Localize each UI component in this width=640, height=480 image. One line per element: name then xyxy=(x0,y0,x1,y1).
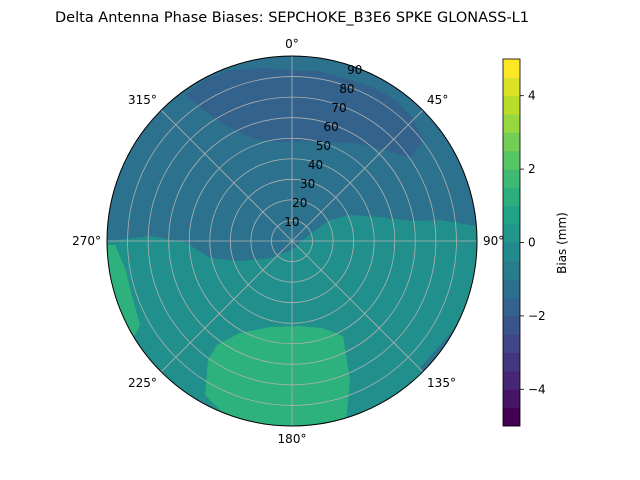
radial-label-10: 10 xyxy=(284,215,299,229)
angle-label-225: 225° xyxy=(128,376,157,390)
colorbar-band-10 xyxy=(503,224,520,243)
radial-label-60: 60 xyxy=(324,120,339,134)
colorbar-band-0 xyxy=(503,407,520,427)
colorbar-label: Bias (mm) xyxy=(555,212,569,274)
colorbar-band-6 xyxy=(503,297,520,317)
colorbar-band-11 xyxy=(503,205,520,225)
radial-label-30: 30 xyxy=(300,177,315,191)
colorbar-band-4 xyxy=(503,334,520,353)
colorbar-band-18 xyxy=(503,77,520,97)
colorbar-band-7 xyxy=(503,279,520,298)
polar-grid xyxy=(107,56,477,426)
radial-label-90: 90 xyxy=(347,63,362,77)
colorbar-tick-label-2: 0 xyxy=(528,236,536,250)
polar-frame xyxy=(106,55,478,427)
colorbar-band-3 xyxy=(503,352,520,372)
colorbar-band-5 xyxy=(503,315,520,335)
radial-label-50: 50 xyxy=(316,139,331,153)
grid-spoke-135 xyxy=(291,240,424,373)
colorbar-band-2 xyxy=(503,370,520,390)
colorbar-tick-label-4: 4 xyxy=(528,89,536,103)
colorbar-bands xyxy=(503,59,520,427)
colorbar-band-16 xyxy=(503,114,520,133)
angle-label-135: 135° xyxy=(427,376,456,390)
radial-label-80: 80 xyxy=(339,82,354,96)
chart-title: Delta Antenna Phase Biases: SEPCHOKE_B3E… xyxy=(55,10,529,26)
colorbar-tick-label-0: −4 xyxy=(528,382,546,396)
colorbar-tick-label-1: −2 xyxy=(528,309,546,323)
angle-label-270: 270° xyxy=(72,234,101,248)
colorbar-band-15 xyxy=(503,132,520,152)
polar-plot-area: 0° 45° 90° 135° 180° 225° 270° 315° 10 20 30 40 50 6… xyxy=(72,37,504,446)
colorbar-band-9 xyxy=(503,242,520,262)
colorbar-band-13 xyxy=(503,169,520,188)
radial-label-20: 20 xyxy=(292,196,307,210)
colorbar-band-1 xyxy=(503,389,520,409)
angle-label-0: 0° xyxy=(285,37,299,51)
radial-label-70: 70 xyxy=(331,101,346,115)
angle-label-90: 90° xyxy=(483,234,504,248)
radial-label-40: 40 xyxy=(308,158,323,172)
colorbar: −4 −2 0 2 4 Bias (mm) xyxy=(502,58,569,427)
grid-spoke-45 xyxy=(291,109,424,242)
grid-spoke-315 xyxy=(160,109,293,242)
angle-label-45: 45° xyxy=(427,93,448,107)
grid-spoke-225 xyxy=(160,240,293,373)
colorbar-band-14 xyxy=(503,150,520,170)
colorbar-band-19 xyxy=(503,59,520,78)
colorbar-band-17 xyxy=(503,95,520,115)
angular-tick-labels: 0° 45° 90° 135° 180° 225° 270° 315° xyxy=(72,37,504,446)
colorbar-tick-label-3: 2 xyxy=(528,162,536,176)
colorbar-band-12 xyxy=(503,187,520,207)
colorbar-band-8 xyxy=(503,260,520,280)
colorbar-ticks: −4 −2 0 2 4 xyxy=(520,89,546,396)
angle-label-180: 180° xyxy=(278,432,307,446)
contour-region-north-band xyxy=(185,68,424,158)
radial-tick-labels: 10 20 30 40 50 60 70 80 90 xyxy=(284,63,362,229)
angle-label-315: 315° xyxy=(128,93,157,107)
